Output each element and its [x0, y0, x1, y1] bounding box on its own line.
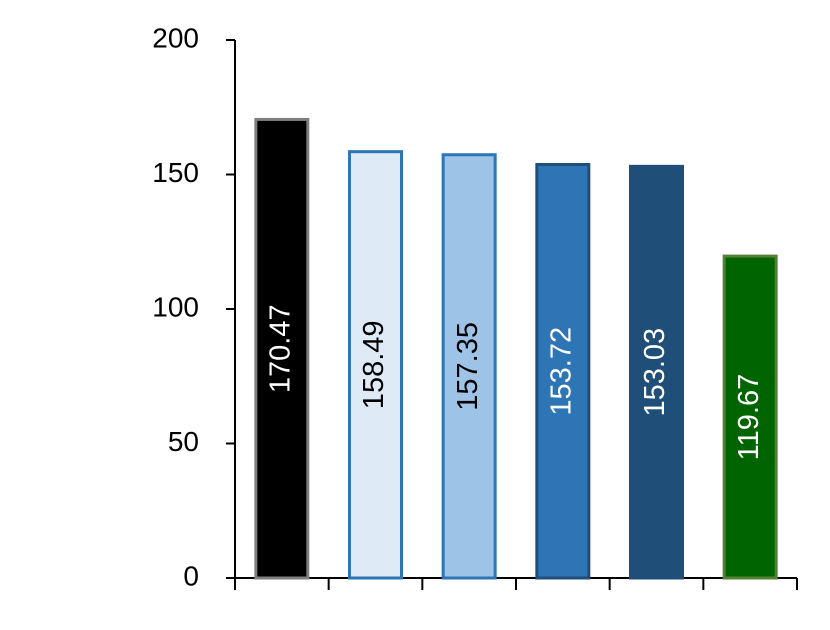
value-label: 157.35 — [452, 322, 484, 411]
bar — [254, 117, 310, 580]
bar — [722, 254, 778, 580]
value-label: 153.72 — [545, 327, 577, 416]
y-tick-label: 0 — [183, 560, 199, 591]
bar — [348, 150, 403, 580]
value-label: 153.03 — [639, 328, 671, 417]
value-label: 170.47 — [264, 304, 296, 393]
y-tick-label: 150 — [152, 157, 199, 188]
y-tick-label: 50 — [168, 426, 199, 457]
bar — [629, 164, 684, 580]
value-label: 119.67 — [733, 374, 765, 461]
bar — [535, 162, 591, 580]
y-tick-label: 200 — [152, 22, 199, 53]
bar — [441, 153, 497, 580]
value-label: 158.49 — [358, 320, 390, 409]
y-tick-label: 100 — [152, 291, 199, 322]
